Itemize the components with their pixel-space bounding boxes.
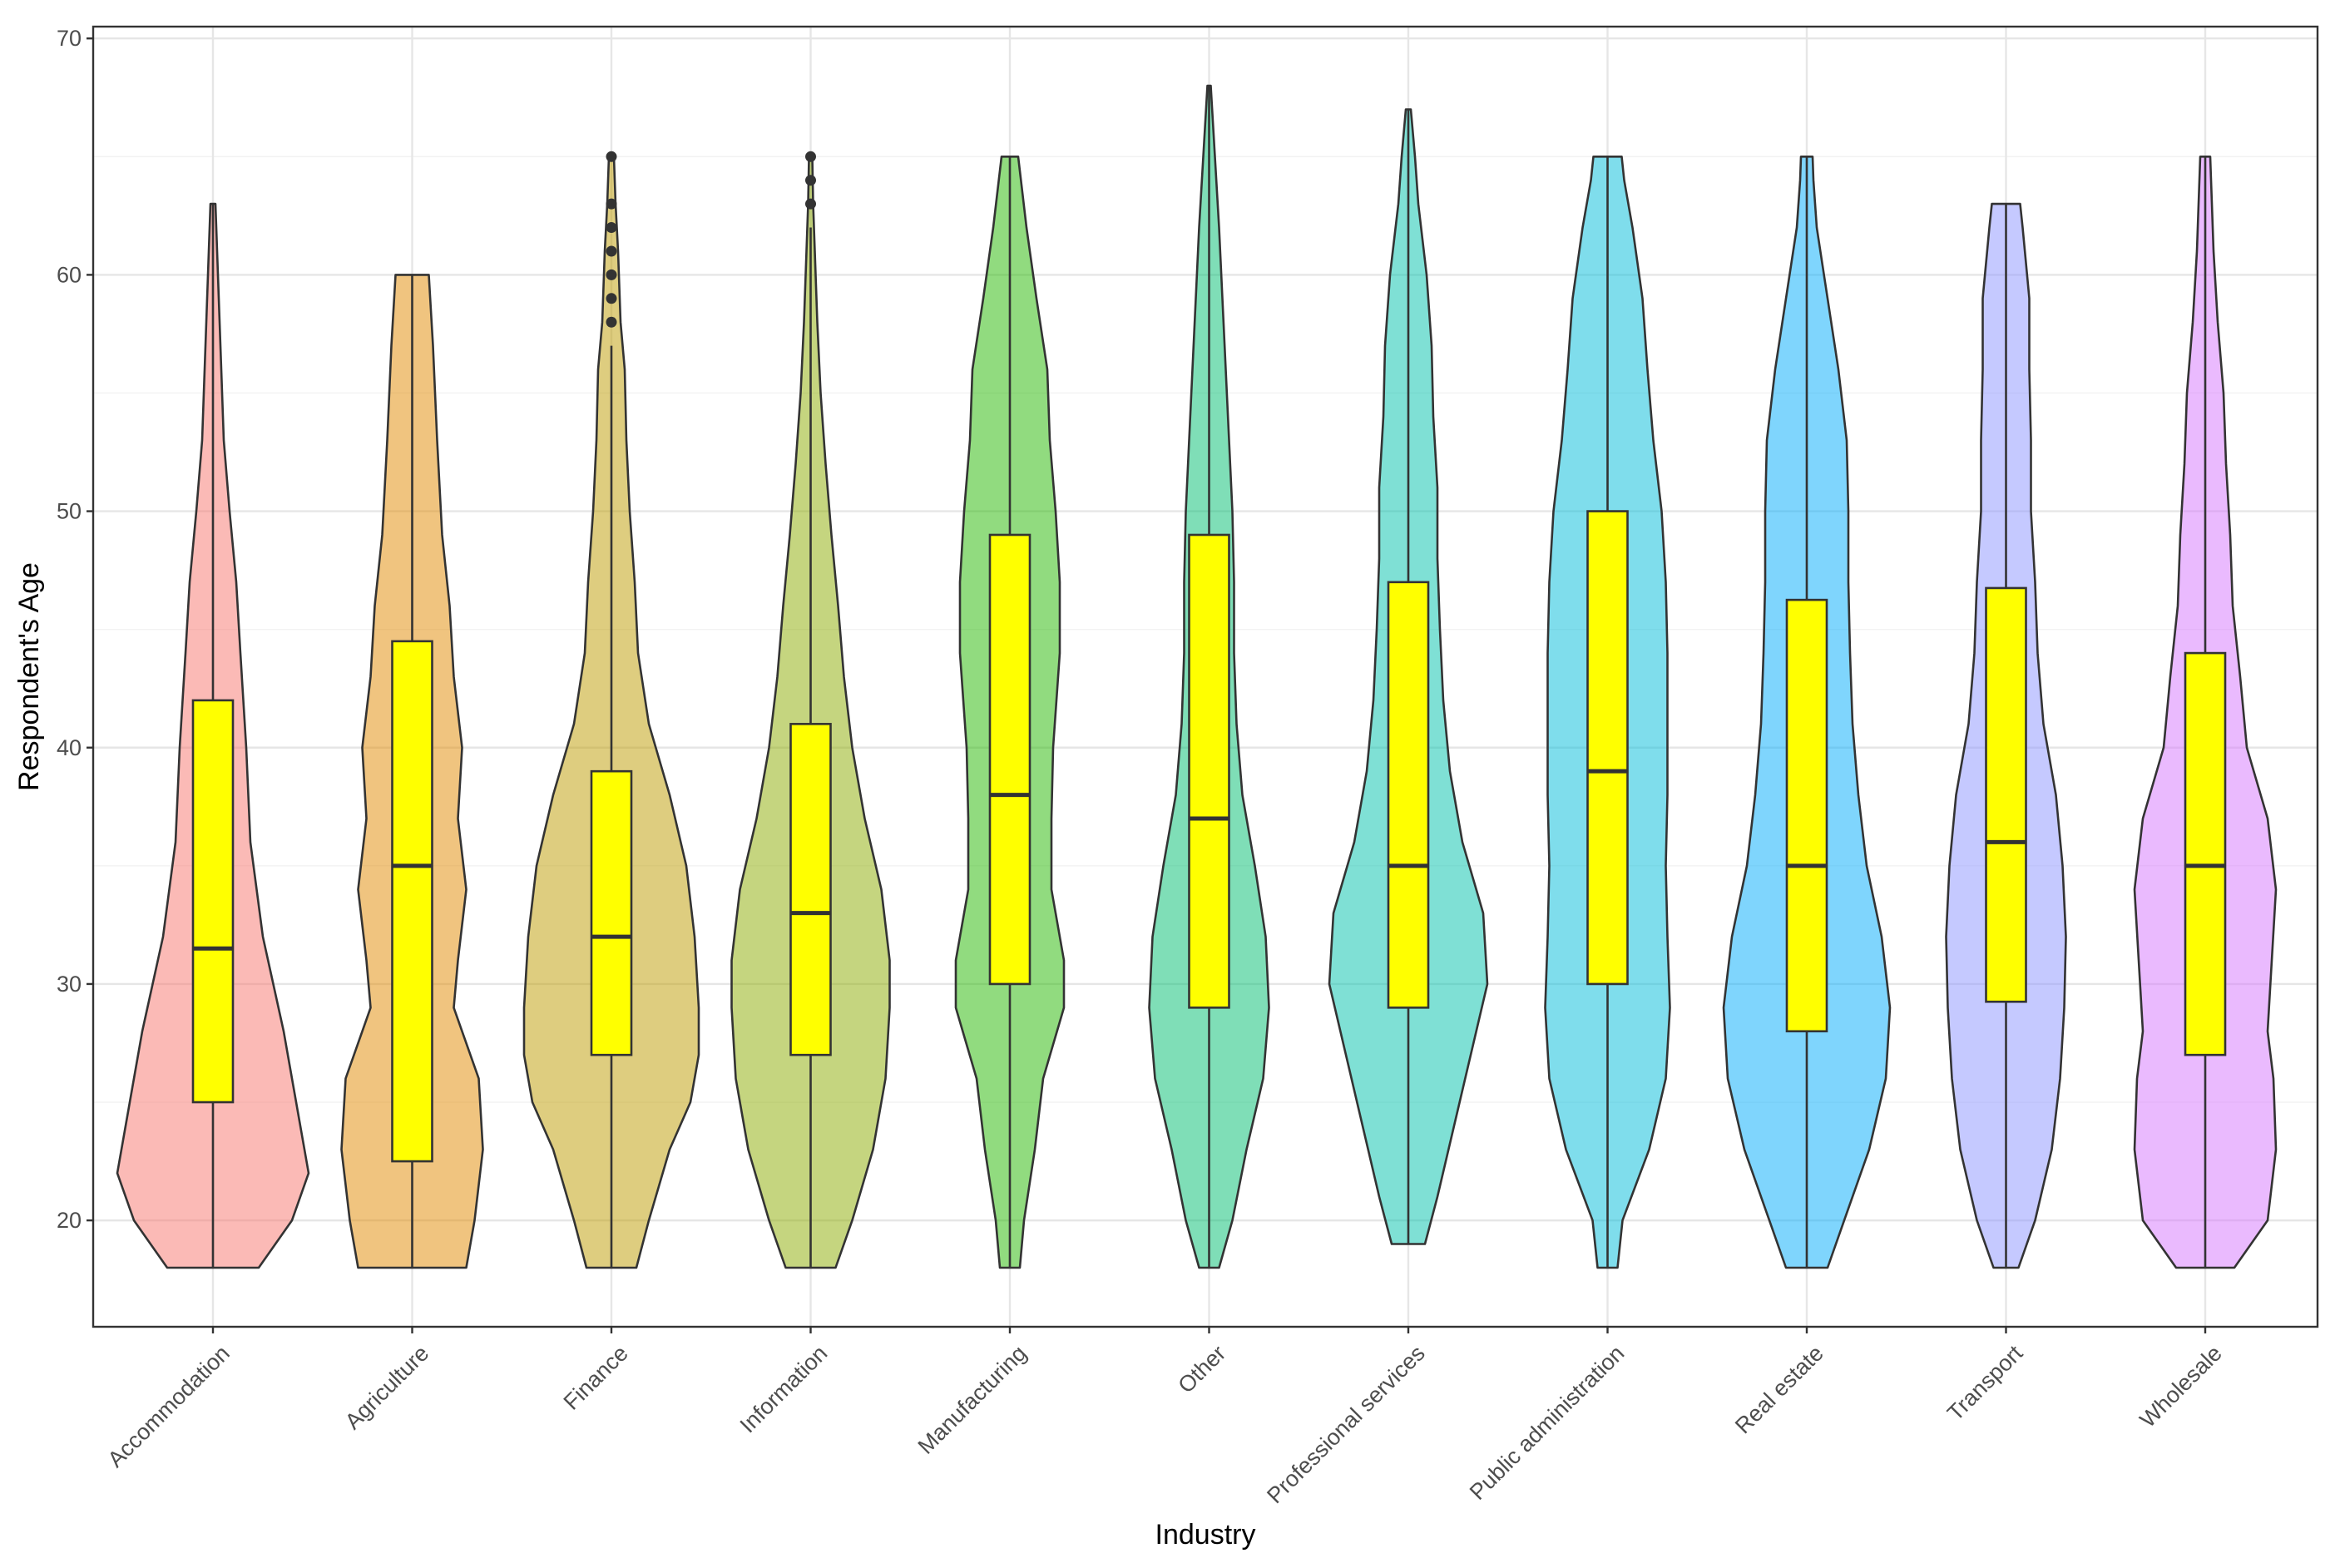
x-tick-label: Public administration [1465,1341,1629,1505]
x-axis-title: Industry [1155,1519,1256,1551]
box [1785,598,1828,1033]
y-tick-label: 30 [57,972,82,997]
y-tick-label: 70 [57,26,82,51]
x-tick-label: Professional services [1262,1341,1430,1509]
outlier-point [805,198,816,210]
boxplot-professional-services [1387,109,1430,1244]
y-axis-title: Respondent's Age [13,562,45,791]
x-tick-label: Manufacturing [913,1341,1031,1459]
box [1985,586,2027,1003]
x-tick-label: Agriculture [340,1341,433,1434]
outlier-point [606,316,617,328]
y-tick-label: 50 [57,499,82,524]
boxplot-other [1188,86,1230,1268]
box [2184,651,2227,1056]
boxplot-public-administration [1586,156,1629,1268]
x-tick-label: Finance [559,1341,633,1415]
boxplot-agriculture [391,275,433,1268]
box [789,723,832,1056]
outlier-point [606,198,617,210]
boxplot-transport [1985,204,2027,1268]
boxplot-wholesale [2184,156,2227,1268]
boxplot-finance [590,151,633,1268]
boxplot-real-estate [1785,156,1828,1268]
x-tick-label: Accommodation [103,1341,235,1472]
x-tick-label: Other [1173,1341,1230,1398]
x-tick-label: Wholesale [2135,1341,2226,1432]
boxplot-accommodation [191,204,235,1268]
box [191,699,235,1104]
outlier-point [606,269,617,280]
y-tick-label: 40 [57,735,82,760]
y-tick-label: 60 [57,262,82,287]
outlier-point [606,222,617,234]
box [590,769,633,1056]
outlier-point [606,151,617,162]
y-tick-label: 20 [57,1208,82,1233]
x-tick-label: Transport [1942,1340,2028,1426]
boxplot-information [789,151,832,1268]
outlier-point [606,245,617,257]
outlier-point [805,175,816,186]
boxplots [191,86,2227,1268]
boxplot-manufacturing [988,156,1031,1268]
box [1387,581,1430,1009]
box [1188,533,1230,1009]
outlier-point [805,151,816,162]
x-tick-label: Real estate [1730,1341,1828,1439]
x-tick-label: Information [735,1341,833,1438]
outlier-point [606,293,617,304]
box [1586,510,1629,986]
panel-border [92,25,2319,1328]
box [988,533,1031,986]
box [391,640,433,1163]
